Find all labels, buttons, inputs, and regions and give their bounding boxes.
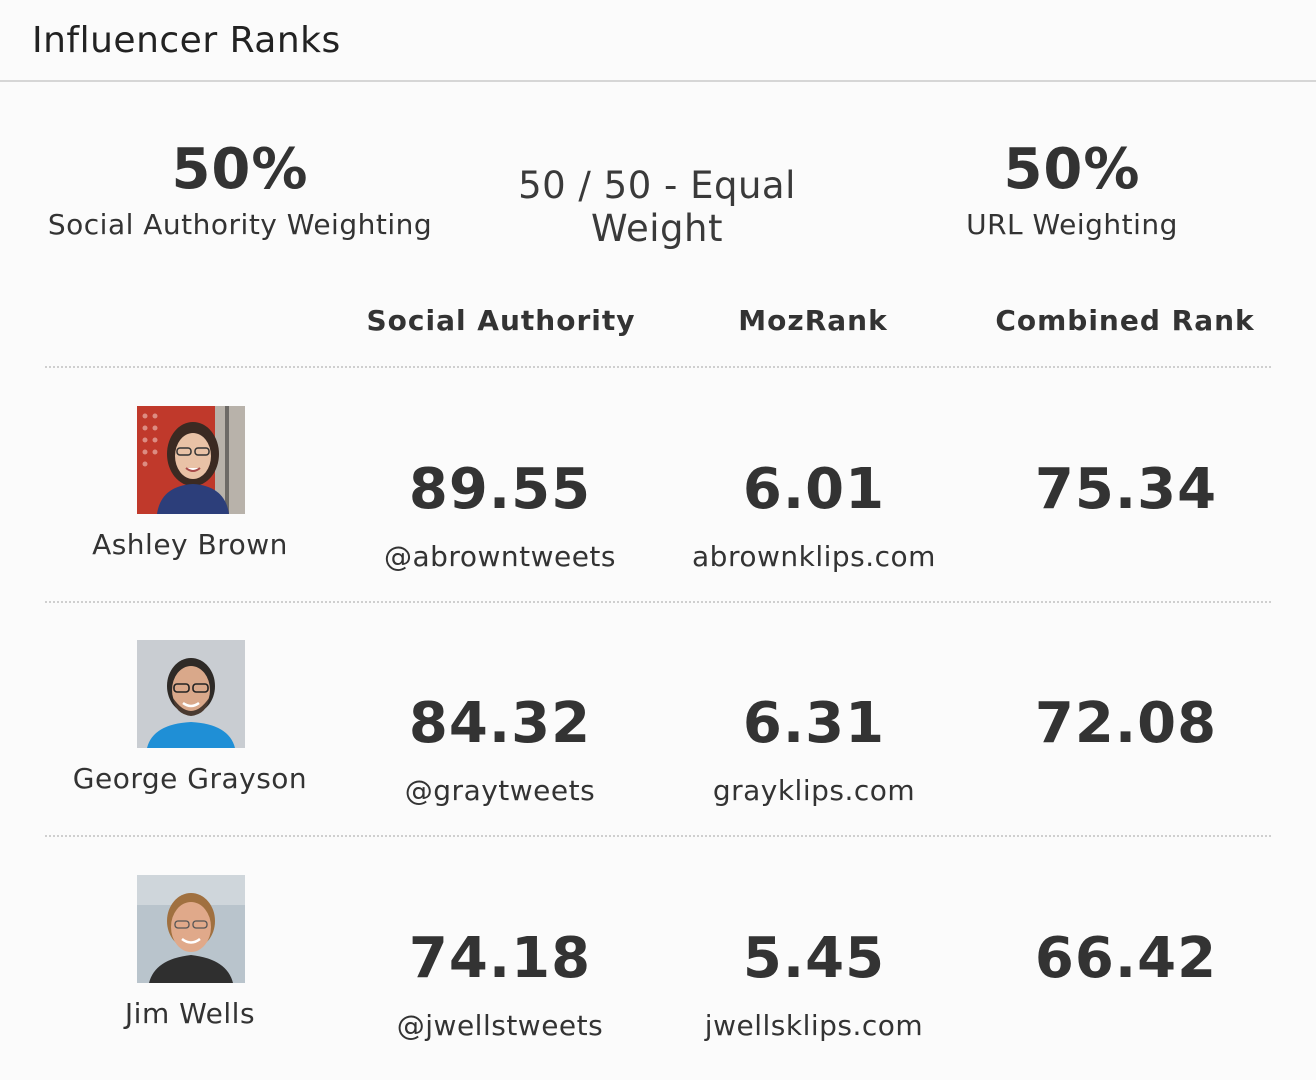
- row-divider: [45, 366, 1271, 368]
- column-header-mozrank: MozRank: [738, 304, 888, 337]
- combined-rank-cell: 72.08: [976, 696, 1276, 752]
- avatar: [137, 406, 245, 514]
- social-authority-value: 89.55: [408, 457, 592, 522]
- person-name: George Grayson: [72, 762, 308, 795]
- combined-rank-cell: 66.42: [976, 931, 1276, 987]
- social-authority-value: 84.32: [408, 691, 592, 756]
- social-authority-cell: 89.55 @abrowntweets: [350, 457, 650, 574]
- domain-name: abrownklips.com: [692, 540, 936, 573]
- url-weight-percent: 50%: [1003, 137, 1141, 202]
- avatar: [137, 640, 245, 748]
- combined-rank-value: 66.42: [1034, 926, 1218, 991]
- domain-name: jwellsklips.com: [704, 1009, 924, 1042]
- mozrank-cell: 6.31 grayklips.com: [664, 691, 964, 808]
- mozrank-value: 6.31: [742, 691, 886, 756]
- mozrank-cell: 6.01 abrownklips.com: [664, 457, 964, 574]
- social-authority-cell: 74.18 @jwellstweets: [350, 926, 650, 1043]
- url-weight-label: URL Weighting: [966, 208, 1178, 241]
- url-weighting: 50% URL Weighting: [922, 137, 1222, 242]
- combined-rank-cell: 75.34: [976, 462, 1276, 518]
- social-authority-value: 74.18: [408, 926, 592, 991]
- social-weight-label: Social Authority Weighting: [47, 208, 433, 241]
- avatar: [137, 875, 245, 983]
- person-name: Ashley Brown: [92, 528, 288, 561]
- social-authority-weighting: 50% Social Authority Weighting: [40, 137, 440, 242]
- column-header-social-authority: Social Authority: [366, 304, 636, 337]
- widget-title: Influencer Ranks: [32, 20, 341, 61]
- social-weight-percent: 50%: [171, 137, 309, 202]
- mozrank-value: 6.01: [742, 457, 886, 522]
- twitter-handle: @jwellstweets: [396, 1009, 604, 1042]
- weighting-mode-label: 50 / 50 - Equal Weight: [518, 164, 796, 250]
- column-header-combined-rank: Combined Rank: [995, 304, 1255, 337]
- table-row: Jim Wells 74.18 @jwellstweets 5.45 jwell…: [0, 837, 1316, 1071]
- mozrank-value: 5.45: [742, 926, 886, 991]
- twitter-handle: @graytweets: [404, 774, 596, 807]
- widget-header: Influencer Ranks: [0, 0, 1316, 82]
- row-divider: [45, 601, 1271, 603]
- twitter-handle: @abrowntweets: [383, 540, 616, 573]
- table-row: Ashley Brown 89.55 @abrowntweets 6.01 ab…: [0, 368, 1316, 602]
- table-row: George Grayson 84.32 @graytweets 6.31 gr…: [0, 602, 1316, 836]
- combined-rank-value: 72.08: [1034, 691, 1218, 756]
- row-divider: [45, 835, 1271, 837]
- mozrank-cell: 5.45 jwellsklips.com: [664, 926, 964, 1043]
- social-authority-cell: 84.32 @graytweets: [350, 691, 650, 808]
- person-name: Jim Wells: [124, 997, 256, 1030]
- combined-rank-value: 75.34: [1034, 457, 1218, 522]
- domain-name: grayklips.com: [712, 774, 916, 807]
